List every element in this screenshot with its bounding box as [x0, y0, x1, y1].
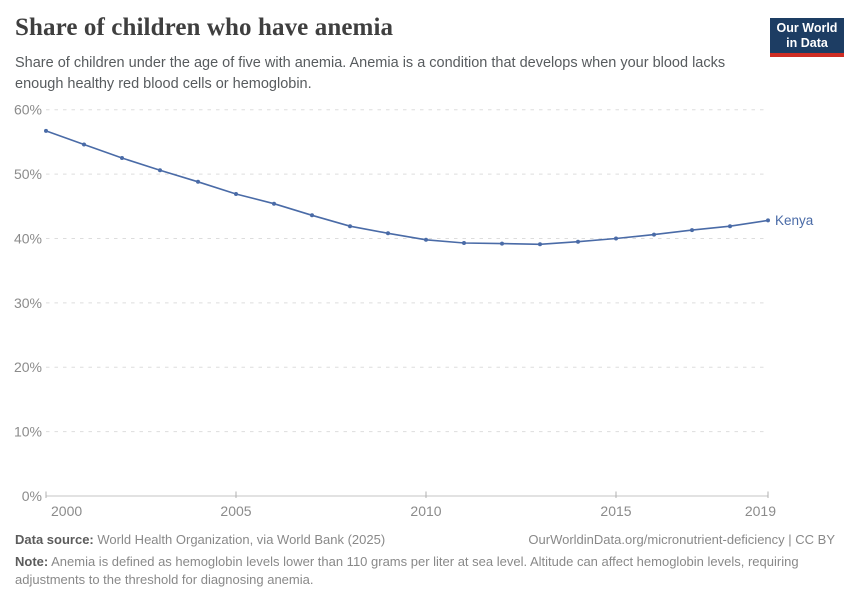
x-tick-label: 2000 — [51, 503, 82, 519]
data-point[interactable] — [120, 156, 124, 160]
series-line-kenya[interactable] — [45, 130, 769, 246]
data-point[interactable] — [766, 218, 770, 223]
chart-footer: Data source: World Health Organization, … — [15, 531, 835, 589]
data-point[interactable] — [462, 241, 466, 245]
data-point[interactable] — [614, 236, 618, 241]
data-point[interactable] — [500, 241, 504, 246]
data-point[interactable] — [576, 239, 580, 244]
data-point[interactable] — [538, 242, 542, 247]
data-source-text: World Health Organization, via World Ban… — [93, 532, 386, 547]
data-point[interactable] — [158, 168, 162, 173]
data-source-label: Data source: — [15, 532, 94, 547]
x-tick-label: 2015 — [600, 503, 631, 519]
owid-logo[interactable]: Our World in Data — [770, 18, 844, 57]
license-link[interactable]: OurWorldinData.org/micronutrient-deficie… — [528, 532, 835, 547]
y-tick-label: 40% — [14, 230, 42, 246]
chart-subtitle: Share of children under the age of five … — [15, 55, 726, 92]
owid-logo-line1: Our World — [776, 21, 838, 35]
data-point[interactable] — [386, 231, 390, 236]
data-point[interactable] — [272, 201, 276, 206]
data-point[interactable] — [234, 192, 238, 196]
page-title: Share of children who have anemia — [15, 14, 394, 41]
note-label: Note: — [15, 554, 49, 569]
x-tick-label: 2005 — [220, 503, 251, 519]
y-tick-label: 30% — [14, 295, 42, 311]
data-point[interactable] — [82, 142, 86, 147]
data-point[interactable] — [44, 128, 48, 133]
data-source: Data source: World Health Organization, … — [15, 531, 385, 548]
series-end-label[interactable]: Kenya — [775, 213, 814, 228]
y-tick-label: 50% — [14, 166, 42, 182]
owid-logo-line2: in Data — [786, 36, 828, 50]
data-point[interactable] — [310, 213, 314, 218]
chart-note: Note: Anemia is defined as hemoglobin le… — [15, 553, 835, 589]
y-tick-label: 10% — [14, 424, 42, 440]
data-point[interactable] — [728, 224, 732, 229]
note-text: Anemia is defined as hemoglobin levels l… — [15, 554, 799, 587]
y-tick-label: 20% — [14, 359, 42, 375]
data-point[interactable] — [196, 179, 200, 184]
y-tick-label: 0% — [22, 488, 42, 504]
x-tick-label: 2019 — [745, 503, 776, 519]
x-tick-label: 2010 — [410, 503, 441, 519]
data-point[interactable] — [348, 224, 352, 229]
data-point[interactable] — [424, 237, 428, 242]
data-point[interactable] — [690, 228, 694, 233]
y-tick-label: 60% — [14, 102, 42, 118]
data-point[interactable] — [652, 232, 656, 237]
